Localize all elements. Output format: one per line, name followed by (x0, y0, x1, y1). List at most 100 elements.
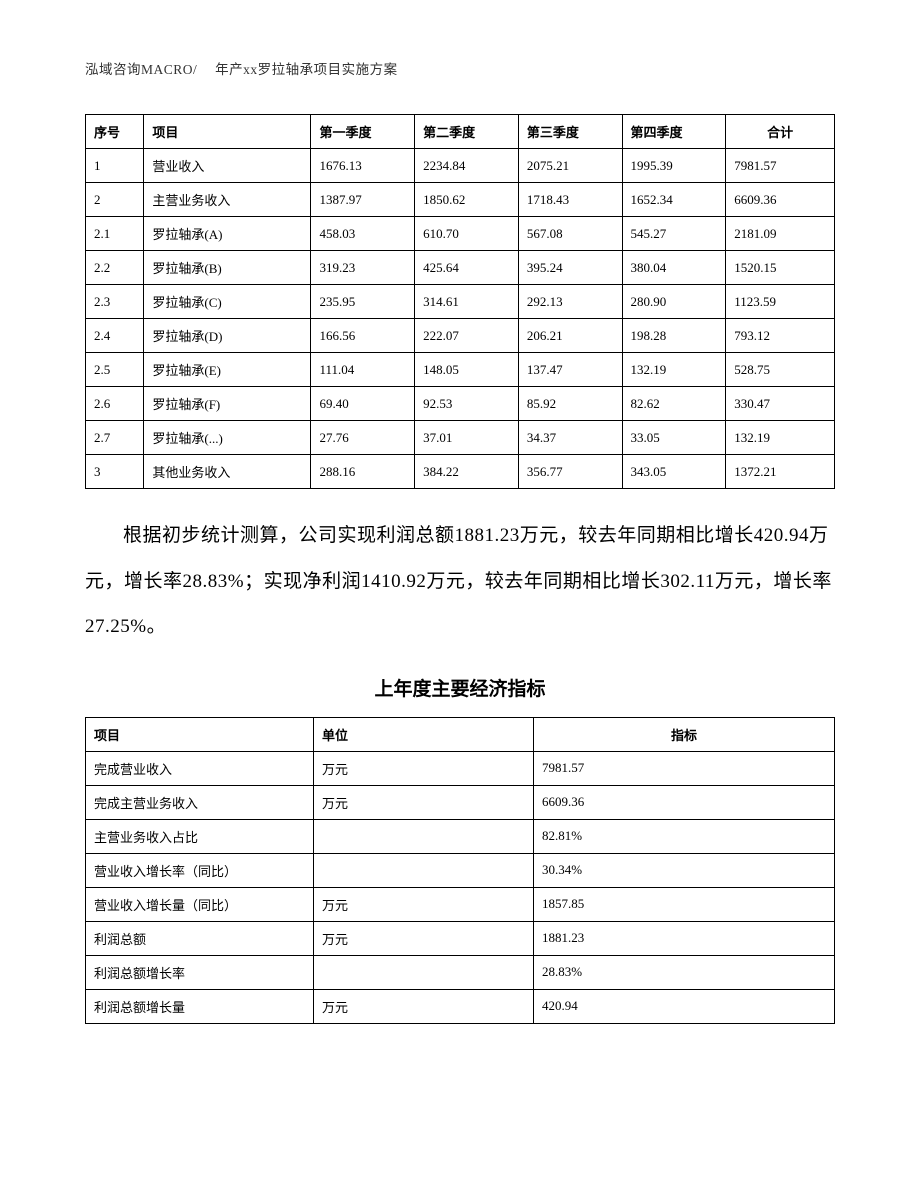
table-row: 利润总额增长率28.83% (86, 955, 835, 989)
table-cell: 罗拉轴承(...) (144, 421, 311, 455)
table-header-cell: 第三季度 (518, 115, 622, 149)
quarterly-revenue-table: 序号项目第一季度第二季度第三季度第四季度合计 1营业收入1676.132234.… (85, 114, 835, 489)
table-cell: 132.19 (726, 421, 835, 455)
table-cell: 2.2 (86, 251, 144, 285)
table-cell: 82.62 (622, 387, 726, 421)
table-cell: 1881.23 (534, 921, 835, 955)
table-cell: 罗拉轴承(E) (144, 353, 311, 387)
table-cell: 2.1 (86, 217, 144, 251)
table-cell: 完成主营业务收入 (86, 785, 314, 819)
table-cell: 1857.85 (534, 887, 835, 921)
table-cell: 万元 (314, 785, 534, 819)
summary-paragraph: 根据初步统计测算，公司实现利润总额1881.23万元，较去年同期相比增长420.… (85, 513, 835, 650)
table-header-row: 序号项目第一季度第二季度第三季度第四季度合计 (86, 115, 835, 149)
table-row: 2.5罗拉轴承(E)111.04148.05137.47132.19528.75 (86, 353, 835, 387)
table-cell: 7981.57 (726, 149, 835, 183)
table-cell: 610.70 (415, 217, 519, 251)
table-cell: 82.81% (534, 819, 835, 853)
table-cell: 罗拉轴承(D) (144, 319, 311, 353)
table-cell: 222.07 (415, 319, 519, 353)
table-cell: 罗拉轴承(B) (144, 251, 311, 285)
table-cell: 343.05 (622, 455, 726, 489)
table-cell (314, 819, 534, 853)
table-cell: 3 (86, 455, 144, 489)
table-cell: 380.04 (622, 251, 726, 285)
table-cell: 33.05 (622, 421, 726, 455)
table-cell: 1123.59 (726, 285, 835, 319)
table-cell: 2 (86, 183, 144, 217)
table-cell: 458.03 (311, 217, 415, 251)
table-header-cell: 项目 (144, 115, 311, 149)
table-cell: 2.7 (86, 421, 144, 455)
table-row: 2.1罗拉轴承(A)458.03610.70567.08545.272181.0… (86, 217, 835, 251)
economic-indicators-table: 项目单位指标 完成营业收入万元7981.57完成主营业务收入万元6609.36主… (85, 717, 835, 1024)
table-cell: 69.40 (311, 387, 415, 421)
table-cell: 1718.43 (518, 183, 622, 217)
table-row: 1营业收入1676.132234.842075.211995.397981.57 (86, 149, 835, 183)
table-cell: 万元 (314, 751, 534, 785)
table-cell: 万元 (314, 887, 534, 921)
table-header-cell: 第二季度 (415, 115, 519, 149)
table-cell: 166.56 (311, 319, 415, 353)
table-cell: 420.94 (534, 989, 835, 1023)
table-cell: 319.23 (311, 251, 415, 285)
table-row: 2.7罗拉轴承(...)27.7637.0134.3733.05132.19 (86, 421, 835, 455)
table-row: 2.6罗拉轴承(F)69.4092.5385.9282.62330.47 (86, 387, 835, 421)
table-cell: 1 (86, 149, 144, 183)
table-cell: 万元 (314, 989, 534, 1023)
table-cell: 1676.13 (311, 149, 415, 183)
table-cell: 营业收入增长率（同比） (86, 853, 314, 887)
table-cell: 2234.84 (415, 149, 519, 183)
table-cell: 198.28 (622, 319, 726, 353)
table-cell: 425.64 (415, 251, 519, 285)
table-cell (314, 853, 534, 887)
table-cell: 其他业务收入 (144, 455, 311, 489)
table-cell: 6609.36 (534, 785, 835, 819)
table-header-cell: 第四季度 (622, 115, 726, 149)
table-row: 利润总额增长量万元420.94 (86, 989, 835, 1023)
table-cell: 1520.15 (726, 251, 835, 285)
table-cell: 1850.62 (415, 183, 519, 217)
table-row: 完成主营业务收入万元6609.36 (86, 785, 835, 819)
table-cell: 2075.21 (518, 149, 622, 183)
table-cell: 85.92 (518, 387, 622, 421)
table-cell: 148.05 (415, 353, 519, 387)
table-cell: 292.13 (518, 285, 622, 319)
table-cell: 356.77 (518, 455, 622, 489)
table-row: 营业收入增长量（同比）万元1857.85 (86, 887, 835, 921)
table-cell: 92.53 (415, 387, 519, 421)
table-cell: 利润总额增长率 (86, 955, 314, 989)
table-header-cell: 合计 (726, 115, 835, 149)
table-row: 主营业务收入占比82.81% (86, 819, 835, 853)
table-cell: 罗拉轴承(F) (144, 387, 311, 421)
table-cell: 1372.21 (726, 455, 835, 489)
table-cell: 314.61 (415, 285, 519, 319)
table-cell: 137.47 (518, 353, 622, 387)
table-cell: 利润总额增长量 (86, 989, 314, 1023)
table-cell: 7981.57 (534, 751, 835, 785)
table-cell: 完成营业收入 (86, 751, 314, 785)
table-cell: 2.5 (86, 353, 144, 387)
table-cell: 330.47 (726, 387, 835, 421)
section-title: 上年度主要经济指标 (85, 674, 835, 701)
table-header-cell: 第一季度 (311, 115, 415, 149)
table-cell: 34.37 (518, 421, 622, 455)
table-row: 2.4罗拉轴承(D)166.56222.07206.21198.28793.12 (86, 319, 835, 353)
table-row: 2主营业务收入1387.971850.621718.431652.346609.… (86, 183, 835, 217)
table-cell: 罗拉轴承(C) (144, 285, 311, 319)
table-cell: 793.12 (726, 319, 835, 353)
table-header-cell: 指标 (534, 717, 835, 751)
table-cell: 2.6 (86, 387, 144, 421)
table-cell: 主营业务收入 (144, 183, 311, 217)
table-cell: 111.04 (311, 353, 415, 387)
table-row: 2.2罗拉轴承(B)319.23425.64395.24380.041520.1… (86, 251, 835, 285)
table-cell: 27.76 (311, 421, 415, 455)
table-row: 营业收入增长率（同比）30.34% (86, 853, 835, 887)
table-header-row: 项目单位指标 (86, 717, 835, 751)
page-header: 泓域咨询MACRO/ 年产xx罗拉轴承项目实施方案 (85, 58, 835, 78)
table-cell: 1652.34 (622, 183, 726, 217)
table-cell: 567.08 (518, 217, 622, 251)
table-row: 完成营业收入万元7981.57 (86, 751, 835, 785)
table-row: 利润总额万元1881.23 (86, 921, 835, 955)
table-header-cell: 单位 (314, 717, 534, 751)
